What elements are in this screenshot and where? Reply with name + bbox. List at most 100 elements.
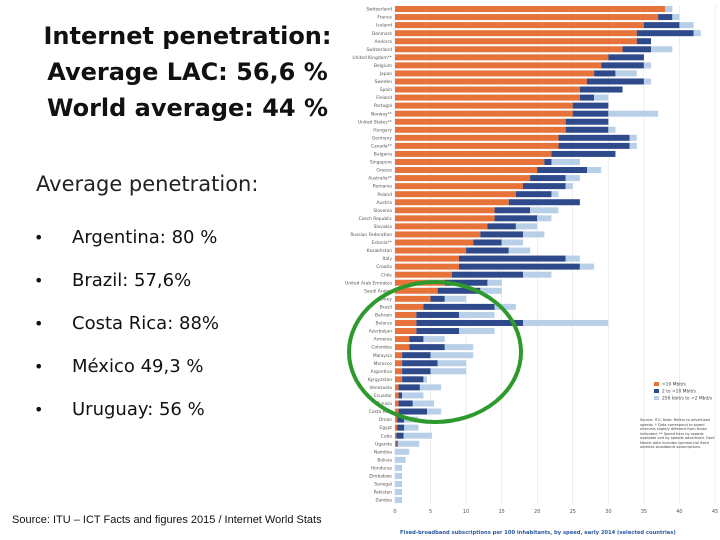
bar-segment — [444, 344, 474, 351]
bar-segment — [565, 118, 609, 125]
category-label: Oman — [379, 417, 392, 423]
bar-segment — [572, 102, 609, 109]
category-label: Switzerland — [366, 7, 392, 13]
bar-segment — [523, 231, 545, 238]
chart-note-box: Source: ITU. Note: Refers to advertised … — [640, 418, 715, 449]
category-label: Sweden — [375, 79, 393, 85]
chart-category-labels: Switzerland France Iceland Denmark Andorra Sw… — [345, 7, 393, 504]
bar-segment — [402, 360, 438, 367]
bar-segment — [395, 239, 474, 246]
bar-segment — [395, 464, 403, 471]
bar-segment — [466, 247, 509, 254]
bar-segment — [403, 432, 432, 439]
bar-segment — [430, 352, 474, 359]
bar-segment — [395, 376, 403, 383]
category-label: Belarus — [376, 321, 393, 327]
bar-segment — [565, 175, 580, 182]
title-line-2: Average LAC: 56,6 % — [47, 58, 328, 86]
category-label: Zimbabwe — [369, 474, 392, 480]
bullet-text: Uruguay: 56 % — [72, 399, 205, 420]
bar-segment — [608, 54, 644, 61]
bar-segment — [395, 78, 587, 85]
bar-segment — [395, 191, 516, 198]
category-label: United States** — [358, 119, 393, 125]
legend-label: 256 kbit/s to <2 Mbit/s — [662, 396, 713, 402]
bar-segment — [501, 239, 523, 246]
category-label: Spain — [380, 87, 392, 93]
bar-segment — [404, 424, 419, 431]
bar-segment — [395, 271, 452, 278]
category-label: Austria — [376, 200, 392, 206]
bullet-symbol: • — [34, 228, 44, 247]
category-label: Iceland — [376, 23, 392, 29]
bar-segment — [419, 384, 442, 391]
bar-segment — [643, 62, 651, 69]
bullet-costa-rica: • Costa Rica: 88% — [34, 302, 219, 345]
bar-segment — [444, 295, 467, 302]
bar-segment — [395, 22, 644, 29]
bar-segment — [395, 150, 552, 157]
bar-segment — [395, 231, 481, 238]
category-label: Ecuador — [374, 393, 392, 399]
category-label: Poland — [377, 192, 392, 198]
bar-segment — [523, 271, 552, 278]
bar-segment — [430, 295, 445, 302]
bar-segment — [397, 424, 405, 431]
bar-segment — [395, 303, 424, 310]
bar-segment — [572, 110, 609, 117]
category-label: Bolivia — [377, 457, 392, 463]
bar-segment — [395, 255, 459, 262]
bar-segment — [693, 30, 701, 37]
bar-segment — [594, 70, 616, 77]
bar-segment — [523, 319, 609, 326]
category-label: Morocco — [374, 361, 393, 367]
category-label: Portugal — [374, 103, 392, 109]
bar-segment — [423, 336, 445, 343]
broadband-bar-chart: Switzerland France Iceland Denmark Andorra Sw… — [345, 5, 718, 536]
bar-segment — [395, 311, 417, 318]
x-tick-label: 25 — [570, 509, 576, 515]
bar-segment — [494, 215, 538, 222]
bar-segment — [565, 255, 580, 262]
category-label: Slovenia — [373, 208, 392, 214]
bullet-text: México 49,3 % — [72, 356, 204, 377]
category-label: Senegal — [374, 482, 392, 488]
category-label: Kyrgyzstan — [368, 377, 392, 383]
category-label: Tunisia — [376, 401, 392, 407]
bar-segment — [430, 368, 467, 375]
legend-swatch — [654, 382, 659, 386]
bar-segment — [451, 271, 523, 278]
bar-segment — [395, 400, 399, 407]
bar-segment — [587, 78, 644, 85]
category-label: United Arab Emirates — [345, 280, 393, 286]
bar-segment — [423, 303, 495, 310]
bar-segment — [515, 191, 552, 198]
bar-segment — [636, 38, 651, 45]
category-label: Namibia — [374, 449, 392, 455]
bar-segment — [459, 263, 580, 270]
bar-segment — [487, 279, 502, 286]
average-penetration-heading: Average penetration: — [36, 172, 259, 196]
bar-segment — [530, 207, 559, 214]
bar-segment — [551, 191, 559, 198]
bar-segment — [643, 78, 651, 85]
category-label: Bahrain — [375, 313, 392, 319]
bar-segment — [395, 167, 538, 174]
category-label: Malaysia — [373, 353, 392, 359]
bar-segment — [395, 46, 623, 53]
bar-segment — [395, 319, 417, 326]
bar-segment — [395, 118, 566, 125]
bar-segment — [579, 94, 595, 101]
bar-segment — [395, 489, 403, 496]
bar-segment — [508, 247, 531, 254]
bar-segment — [658, 14, 673, 21]
category-label: Belgium — [374, 63, 392, 69]
bar-segment — [395, 440, 397, 447]
bar-segment — [643, 22, 680, 29]
bar-segment — [398, 392, 403, 399]
bar-segment — [537, 215, 552, 222]
category-label: Uganda — [375, 441, 392, 447]
category-label: Chile — [381, 272, 392, 278]
bar-segment — [395, 62, 602, 69]
